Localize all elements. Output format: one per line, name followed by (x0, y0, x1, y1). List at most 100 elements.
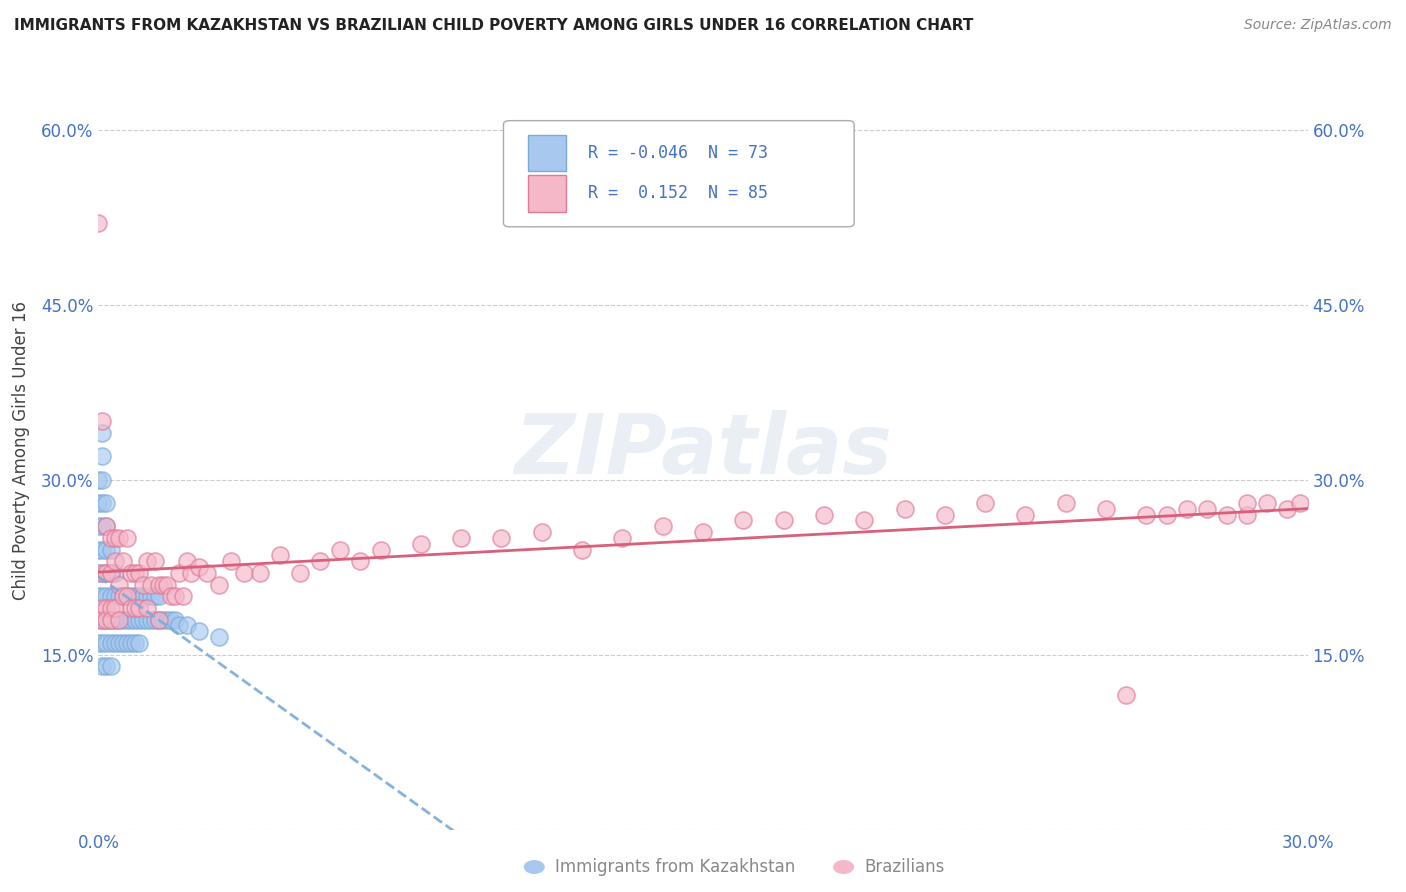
FancyBboxPatch shape (527, 175, 567, 211)
Point (128, 589, 150, 603)
Point (232, 566, 254, 580)
Point (91, 566, 114, 580)
Point (491, 531, 513, 545)
Point (128, 601, 150, 615)
Point (156, 577, 179, 591)
Point (156, 613, 179, 627)
Point (107, 636, 129, 650)
Point (143, 554, 166, 568)
Point (91, 473, 114, 487)
Point (91, 496, 114, 510)
Point (571, 542, 593, 557)
Point (148, 589, 170, 603)
Point (934, 508, 956, 522)
Point (176, 554, 198, 568)
Point (120, 566, 142, 580)
Point (139, 613, 162, 627)
Point (91, 659, 114, 673)
Point (1216, 508, 1239, 522)
Point (96, 566, 118, 580)
Point (167, 566, 190, 580)
Point (115, 589, 138, 603)
Point (100, 601, 122, 615)
Point (96, 589, 118, 603)
Point (288, 566, 311, 580)
Point (100, 613, 122, 627)
Point (269, 549, 291, 563)
Point (91, 519, 114, 533)
Point (128, 566, 150, 580)
Point (128, 636, 150, 650)
Point (111, 636, 134, 650)
Point (96, 519, 118, 533)
Point (100, 613, 122, 627)
Point (120, 613, 142, 627)
Point (103, 601, 125, 615)
Point (96, 613, 118, 627)
Point (692, 525, 714, 540)
Point (91, 566, 114, 580)
Point (128, 613, 150, 627)
Point (103, 531, 125, 545)
Point (1175, 501, 1198, 516)
Point (1156, 508, 1178, 522)
Point (651, 519, 673, 533)
Point (87, 636, 110, 650)
Point (221, 554, 243, 568)
Point (91, 613, 114, 627)
Point (893, 501, 915, 516)
Point (96, 613, 118, 627)
Point (115, 531, 138, 545)
Point (309, 554, 332, 568)
Point (87, 589, 110, 603)
Point (96, 636, 118, 650)
Text: Source: ZipAtlas.com: Source: ZipAtlas.com (1244, 18, 1392, 32)
Point (100, 589, 122, 603)
Point (1135, 508, 1157, 522)
Point (96, 566, 118, 580)
Point (135, 613, 157, 627)
Point (1195, 501, 1218, 516)
Point (148, 577, 170, 591)
Point (87, 613, 110, 627)
Point (143, 613, 166, 627)
Point (96, 519, 118, 533)
Point (91, 450, 114, 464)
Point (329, 542, 352, 557)
Point (115, 589, 138, 603)
Point (1256, 496, 1278, 510)
Point (1054, 496, 1077, 510)
Point (87, 519, 110, 533)
Point (160, 589, 183, 603)
Point (111, 589, 134, 603)
Point (612, 531, 634, 545)
Point (370, 542, 392, 557)
Text: IMMIGRANTS FROM KAZAKHSTAN VS BRAZILIAN CHILD POVERTY AMONG GIRLS UNDER 16 CORRE: IMMIGRANTS FROM KAZAKHSTAN VS BRAZILIAN … (14, 18, 973, 33)
Point (163, 589, 186, 603)
Point (1014, 508, 1036, 522)
Point (1236, 496, 1258, 510)
Point (188, 560, 211, 574)
Point (208, 630, 231, 644)
Point (87, 496, 110, 510)
Text: ZIPatlas: ZIPatlas (515, 410, 891, 491)
Point (349, 554, 371, 568)
Point (100, 659, 122, 673)
Point (139, 577, 162, 591)
Point (176, 618, 198, 632)
Point (96, 659, 118, 673)
Y-axis label: Child Poverty Among Girls Under 16: Child Poverty Among Girls Under 16 (11, 301, 30, 600)
Point (87, 542, 110, 557)
Point (91, 636, 114, 650)
Point (87, 216, 110, 230)
Point (107, 613, 129, 627)
Point (167, 618, 190, 632)
Point (96, 542, 118, 557)
Point (160, 613, 183, 627)
Point (103, 613, 125, 627)
Point (249, 566, 271, 580)
Point (120, 589, 142, 603)
Point (143, 589, 166, 603)
Point (91, 542, 114, 557)
Point (124, 589, 146, 603)
